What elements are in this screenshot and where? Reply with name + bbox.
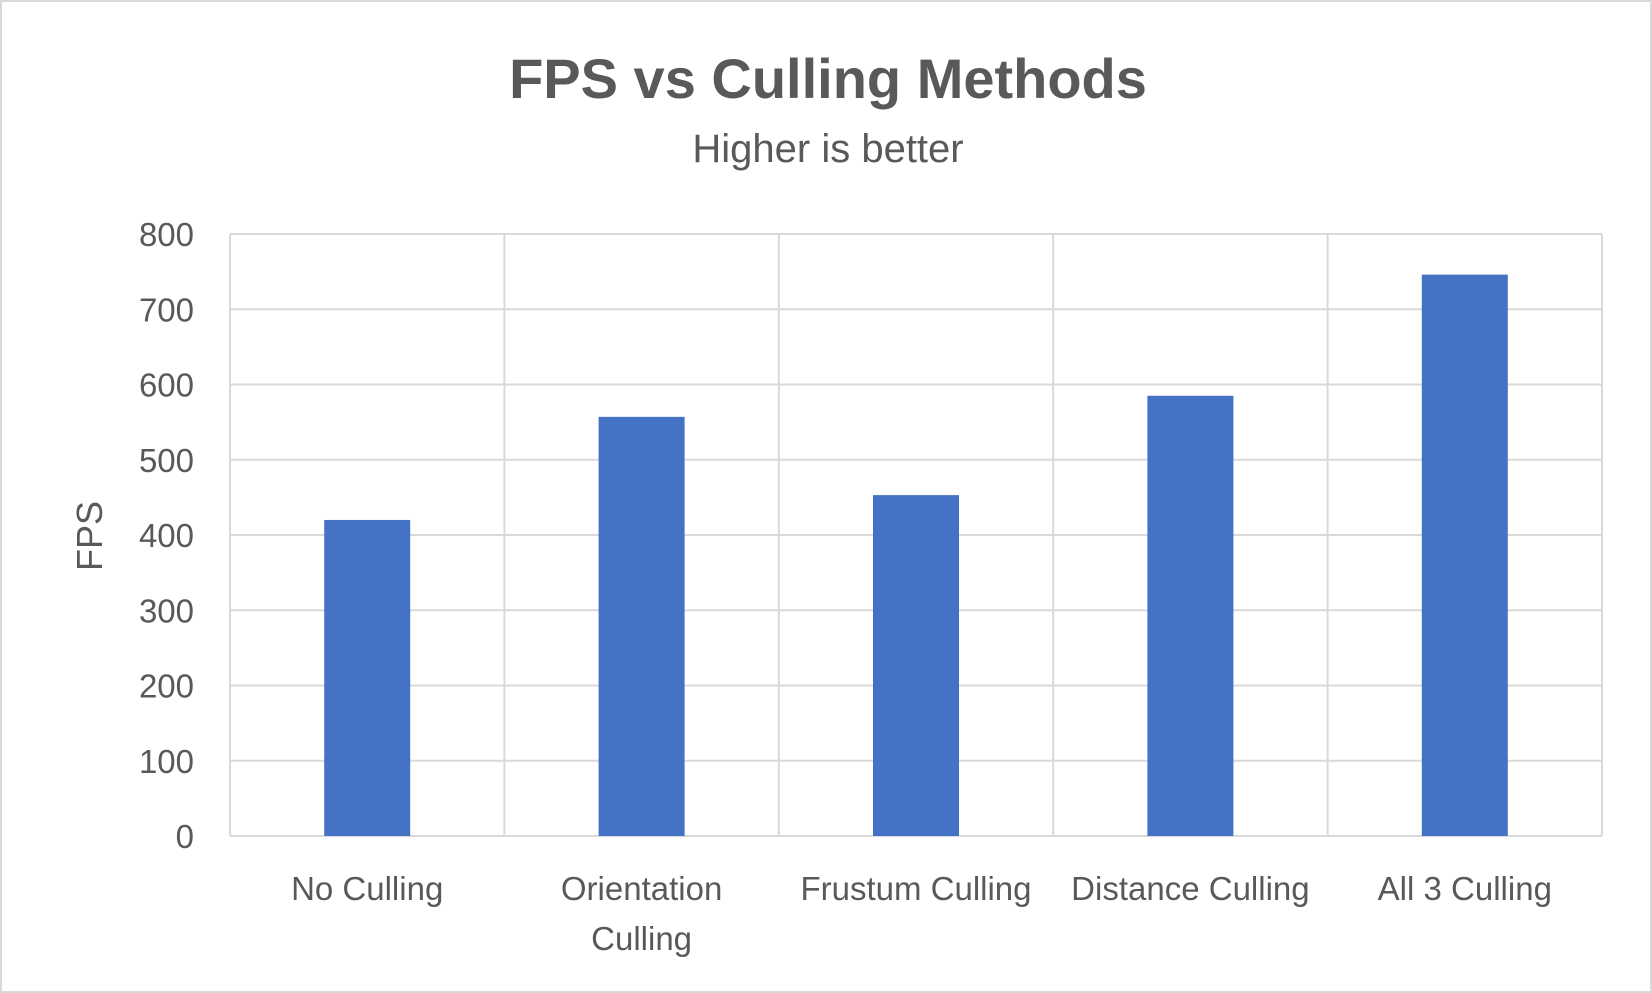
chart-subtitle: Higher is better	[692, 127, 963, 171]
y-tick-label-6: 600	[139, 367, 194, 404]
y-tick-label-5: 500	[139, 442, 194, 479]
bars	[324, 274, 1508, 836]
y-axis-title: FPS	[69, 501, 110, 571]
bar-1	[598, 416, 685, 836]
x-category-label-1-line-1: Culling	[591, 920, 692, 957]
y-tick-label-7: 700	[139, 291, 194, 328]
x-category-label-0-line-0: No Culling	[291, 870, 443, 907]
bar-2	[873, 495, 959, 836]
y-tick-label-3: 300	[139, 592, 194, 629]
y-tick-label-8: 800	[139, 216, 194, 253]
bar-4	[1421, 274, 1508, 836]
bar-3	[1147, 395, 1234, 836]
x-category-label-2-line-0: Frustum Culling	[800, 870, 1031, 907]
x-category-label-3: Distance Culling	[1071, 870, 1309, 907]
chart-title: FPS vs Culling Methods	[509, 47, 1147, 110]
y-tick-label-2: 200	[139, 668, 194, 705]
y-tick-label-1: 100	[139, 743, 194, 780]
bar-0	[324, 519, 411, 836]
x-category-label-4-line-0: All 3 Culling	[1378, 870, 1552, 907]
y-tick-label-0: 0	[176, 818, 194, 855]
x-category-label-2: Frustum Culling	[800, 870, 1031, 907]
x-category-label-4: All 3 Culling	[1378, 870, 1552, 907]
x-category-label-1: Orientation Culling	[561, 870, 722, 957]
x-category-label-0: No Culling	[291, 870, 443, 907]
x-category-label-3-line-0: Distance Culling	[1071, 870, 1309, 907]
y-tick-labels: 0 100 200 300 400 500 600 700 800	[139, 216, 194, 855]
x-category-labels: No Culling Orientation Culling Frustum Cull…	[291, 870, 1552, 957]
y-tick-label-4: 400	[139, 517, 194, 554]
x-category-label-1-line-0: Orientation	[561, 870, 722, 907]
